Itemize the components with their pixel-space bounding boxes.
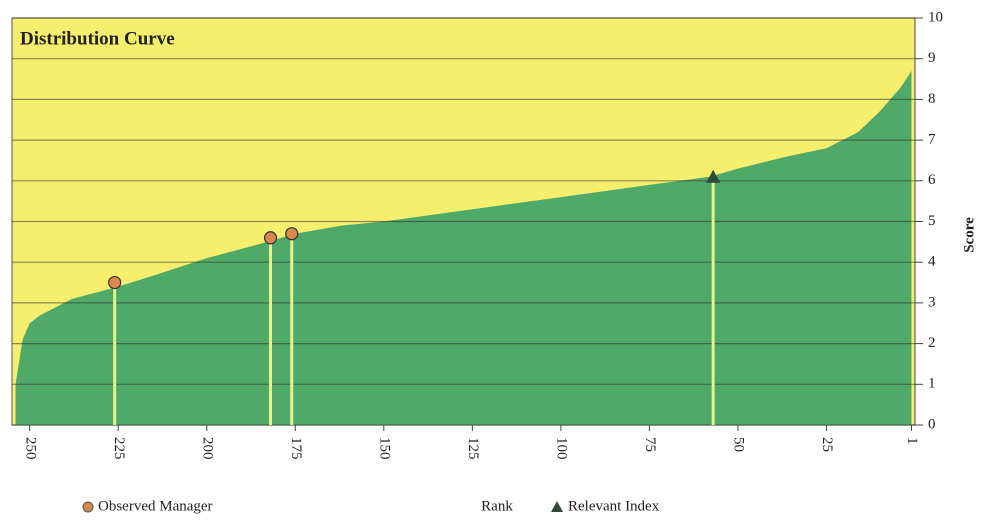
y-tick-label: 5 [928,213,936,229]
x-tick-label: 25 [819,437,835,452]
y-tick-label: 9 [928,50,936,66]
y-tick-label: 8 [928,91,936,107]
area [15,70,912,425]
legend-label: Observed Manager [98,498,213,514]
x-tick-label: 100 [553,437,569,460]
y-tick-label: 4 [928,254,936,270]
x-tick-label: 50 [731,437,747,452]
y-tick-label: 7 [928,132,936,148]
x-tick-label: 1 [904,437,920,445]
marker [285,227,299,241]
y-tick-label: 10 [928,9,943,25]
x-tick-label: 175 [288,437,304,460]
y-tick-label: 3 [928,294,936,310]
x-tick-label: 75 [642,437,658,452]
y-tick-label: 2 [928,335,936,351]
x-tick-label: 150 [376,437,392,460]
legend-marker [82,501,94,513]
legend-label: Relevant Index [568,498,660,514]
x-tick-label: 225 [111,437,127,460]
legend-marker [551,501,563,512]
y-axis-label: Score [961,217,977,253]
marker [263,231,278,245]
marker [706,169,721,183]
x-tick-label: 125 [465,437,481,460]
marker [108,275,122,290]
x-tick-label: 200 [199,437,215,460]
x-axis-label: Rank [481,498,513,514]
y-tick-label: 6 [928,172,936,188]
x-tick-label: 250 [22,437,38,460]
y-tick-label: 1 [928,376,936,392]
y-tick-label: 0 [928,416,936,432]
chart-title: Distribution Curve [20,28,175,49]
